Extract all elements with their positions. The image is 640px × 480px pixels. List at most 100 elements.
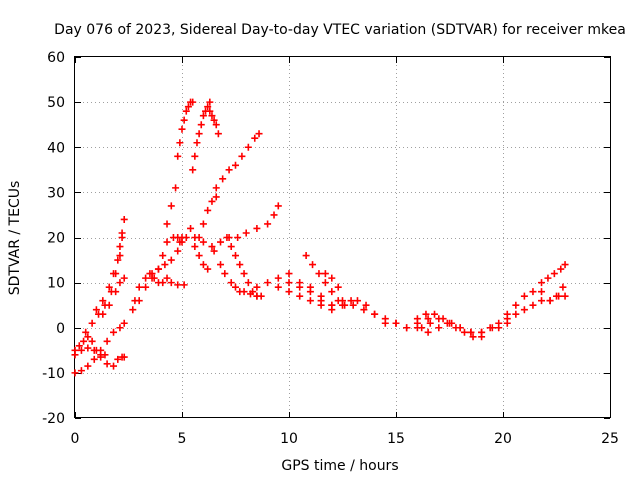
data-point <box>403 324 411 332</box>
data-point <box>197 121 205 129</box>
data-point <box>255 130 263 138</box>
data-point <box>232 252 239 260</box>
data-point <box>116 324 124 332</box>
data-point <box>103 360 111 368</box>
data-point <box>135 283 143 291</box>
data-point <box>456 324 464 332</box>
data-point <box>84 333 92 341</box>
series-arc-af <box>538 261 569 287</box>
data-point <box>538 288 546 296</box>
data-point <box>116 252 124 260</box>
data-point <box>238 152 246 160</box>
data-point <box>150 274 158 282</box>
series-arc-j <box>146 270 188 289</box>
data-point <box>249 288 257 296</box>
data-point <box>242 229 250 237</box>
data-point <box>550 270 558 278</box>
y-tick-label: 10 <box>47 276 65 292</box>
series-arc-c <box>71 333 109 359</box>
data-point <box>285 288 293 296</box>
y-tick-label: 30 <box>47 185 65 201</box>
series-arc-ab <box>418 315 511 341</box>
data-point <box>114 256 122 264</box>
data-point <box>75 342 83 350</box>
y-tick-label: 20 <box>47 231 65 247</box>
data-point <box>118 229 126 237</box>
data-point <box>204 206 212 214</box>
data-point <box>174 152 182 160</box>
data-point <box>90 355 98 363</box>
data-point <box>435 315 443 323</box>
data-points <box>71 98 569 377</box>
data-point <box>191 243 199 251</box>
data-point <box>257 292 265 300</box>
data-point <box>131 297 139 305</box>
series-arc-a <box>71 319 128 377</box>
data-point <box>154 265 162 273</box>
data-point <box>110 328 118 336</box>
data-point <box>182 234 190 241</box>
series-arc-t <box>253 270 336 309</box>
series-arc-i <box>163 184 180 228</box>
data-point <box>296 292 304 300</box>
data-point <box>296 283 304 291</box>
data-point <box>77 346 85 354</box>
data-point <box>264 220 272 228</box>
data-point <box>520 292 528 300</box>
data-point <box>174 247 182 255</box>
data-point <box>182 107 190 115</box>
data-point <box>120 274 128 282</box>
data-point <box>212 193 220 201</box>
data-point <box>176 238 184 246</box>
data-point <box>360 306 368 314</box>
data-point <box>167 256 175 264</box>
data-point <box>460 328 468 336</box>
data-point <box>227 243 235 251</box>
series-arc-d <box>82 215 128 336</box>
data-point <box>92 346 100 354</box>
data-point <box>180 281 188 289</box>
data-point <box>167 202 175 210</box>
data-point <box>546 297 554 305</box>
data-point <box>321 279 329 287</box>
data-point <box>309 261 317 269</box>
data-point <box>486 324 494 332</box>
data-point <box>334 283 342 291</box>
data-point <box>328 288 336 296</box>
data-point <box>217 261 225 269</box>
data-point <box>306 297 314 305</box>
data-point <box>306 288 314 296</box>
data-point <box>193 139 201 147</box>
data-point <box>422 310 430 318</box>
series-arc-e <box>92 229 126 314</box>
data-point <box>559 283 567 291</box>
data-point <box>244 279 252 287</box>
data-point <box>227 279 235 287</box>
series-arc-ag <box>546 283 567 305</box>
data-point <box>392 319 400 327</box>
data-point <box>189 98 197 106</box>
data-point <box>116 243 124 251</box>
data-point <box>317 297 325 305</box>
data-point <box>223 234 231 241</box>
data-point <box>253 224 261 232</box>
y-axis-title: SDTVAR / TECUs <box>7 181 23 296</box>
data-point <box>110 270 118 278</box>
data-point <box>520 306 528 314</box>
data-point <box>112 288 120 296</box>
data-point <box>214 130 222 138</box>
data-point <box>142 283 150 291</box>
data-point <box>538 279 546 287</box>
x-tick-label: 5 <box>178 431 187 447</box>
data-point <box>244 143 252 151</box>
data-point <box>208 197 216 205</box>
series-arc-ae <box>503 288 546 318</box>
data-point <box>174 281 182 289</box>
plot-frame <box>74 56 611 418</box>
data-point <box>129 306 137 314</box>
data-point <box>353 297 361 305</box>
data-point <box>208 112 216 120</box>
y-tick-label: 40 <box>47 140 65 156</box>
data-point <box>71 369 79 377</box>
